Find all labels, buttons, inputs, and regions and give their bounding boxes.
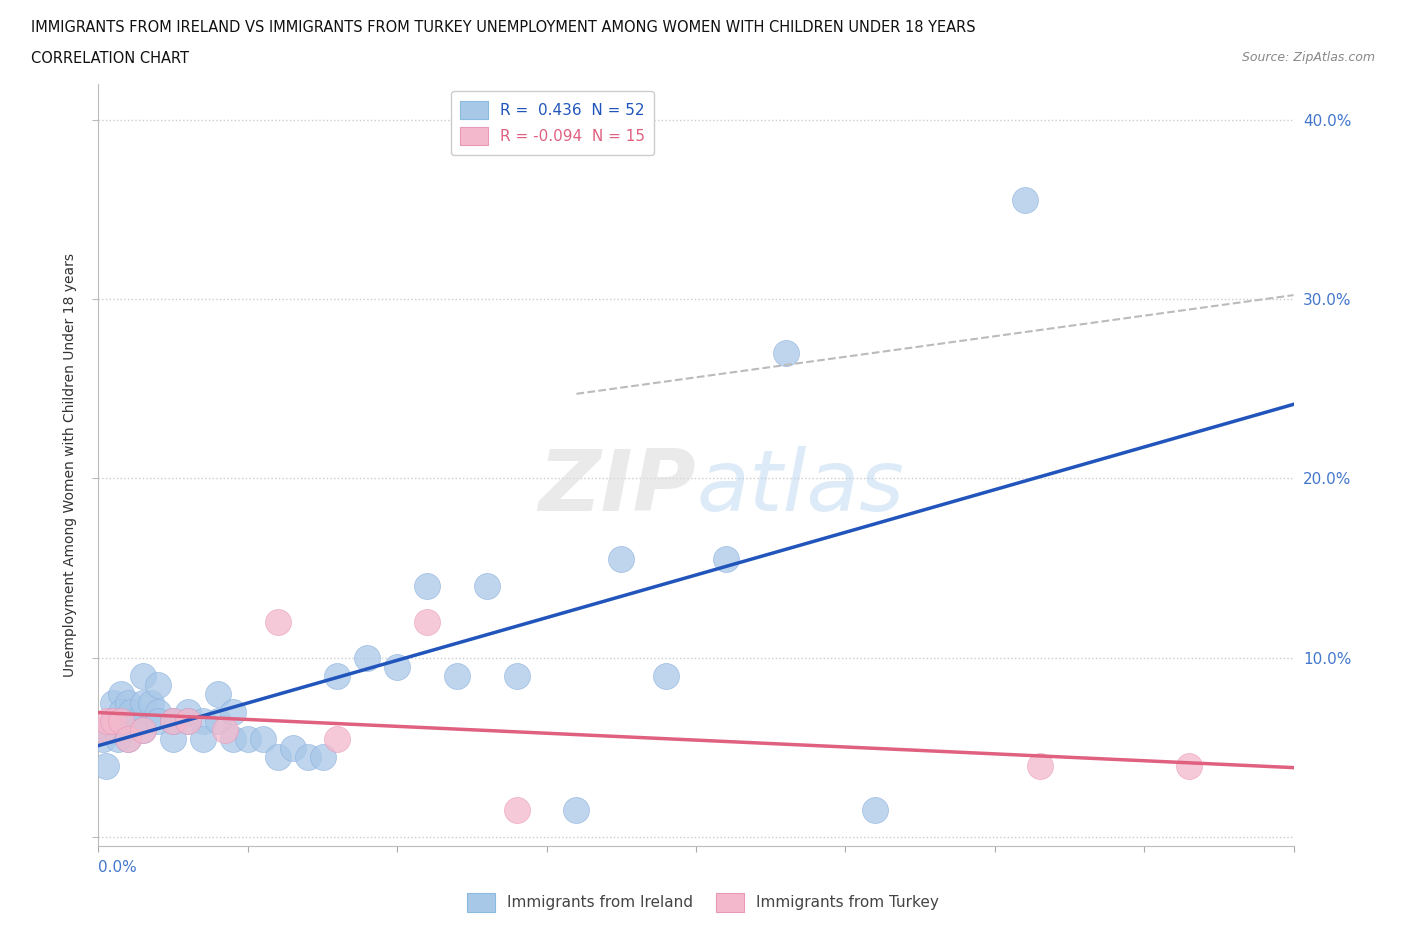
Point (863, 803, 886, 817)
Point (103, 696, 125, 711)
Legend: Immigrants from Ireland, Immigrants from Turkey: Immigrants from Ireland, Immigrants from… (461, 887, 945, 918)
Point (148, 704, 170, 719)
Point (117, 713, 139, 728)
Point (311, 750, 333, 764)
Point (94, 758, 117, 773)
Point (162, 713, 184, 728)
Point (103, 713, 125, 728)
Point (132, 723, 155, 737)
Point (775, 345, 797, 360)
Point (326, 731, 349, 746)
Legend: R =  0.436  N = 52, R = -0.094  N = 15: R = 0.436 N = 52, R = -0.094 N = 15 (451, 91, 654, 154)
Point (110, 686, 132, 701)
Point (506, 669, 529, 684)
Point (132, 669, 155, 684)
Point (356, 650, 378, 665)
Point (1178, 758, 1201, 773)
Point (714, 551, 737, 566)
Point (281, 740, 304, 755)
Point (267, 615, 290, 630)
Point (326, 669, 349, 684)
Point (565, 803, 588, 817)
Point (162, 713, 184, 728)
Point (97, 723, 120, 737)
Point (91, 723, 114, 737)
Point (117, 731, 139, 746)
Y-axis label: Unemployment Among Women with Children Under 18 years: Unemployment Among Women with Children U… (63, 253, 77, 677)
Point (191, 731, 214, 746)
Point (110, 713, 132, 728)
Point (222, 731, 245, 746)
Point (162, 731, 184, 746)
Point (148, 677, 170, 692)
Point (177, 713, 200, 728)
Point (191, 713, 214, 728)
Point (91, 731, 114, 746)
Point (96, 713, 118, 728)
Text: ZIP: ZIP (538, 446, 696, 529)
Point (177, 704, 200, 719)
Point (1028, 758, 1050, 773)
Point (610, 551, 633, 566)
Point (120, 704, 142, 719)
Point (297, 750, 319, 764)
Point (506, 803, 529, 817)
Point (214, 723, 236, 737)
Point (107, 731, 129, 746)
Point (162, 713, 184, 728)
Point (110, 704, 132, 719)
Point (655, 669, 678, 684)
Point (105, 723, 128, 737)
Text: CORRELATION CHART: CORRELATION CHART (31, 51, 188, 66)
Point (103, 713, 125, 728)
Point (139, 696, 162, 711)
Text: 0.0%: 0.0% (98, 860, 138, 875)
Point (236, 731, 259, 746)
Text: Source: ZipAtlas.com: Source: ZipAtlas.com (1241, 51, 1375, 64)
Point (177, 713, 200, 728)
Point (416, 615, 439, 630)
Text: IMMIGRANTS FROM IRELAND VS IMMIGRANTS FROM TURKEY UNEMPLOYMENT AMONG WOMEN WITH : IMMIGRANTS FROM IRELAND VS IMMIGRANTS FR… (31, 20, 976, 35)
Point (117, 696, 139, 711)
Point (252, 731, 274, 746)
Point (132, 723, 155, 737)
Point (446, 669, 468, 684)
Point (117, 731, 139, 746)
Point (222, 704, 245, 719)
Point (475, 578, 498, 593)
Point (1014, 193, 1036, 207)
Point (385, 659, 409, 674)
Point (132, 696, 155, 711)
Text: atlas: atlas (696, 446, 904, 529)
Point (125, 713, 148, 728)
Point (148, 713, 170, 728)
Point (416, 578, 439, 593)
Point (207, 686, 229, 701)
Point (267, 750, 290, 764)
Point (207, 713, 229, 728)
